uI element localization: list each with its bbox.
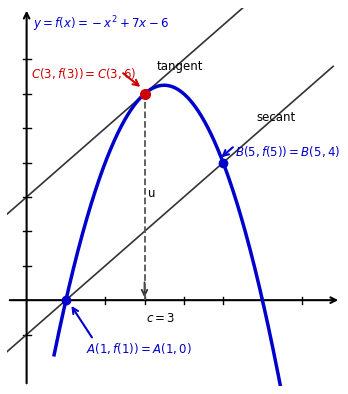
Text: $A(1, f(1)) = A(1,0)$: $A(1, f(1)) = A(1,0)$: [86, 342, 191, 357]
Text: secant: secant: [256, 112, 296, 125]
Text: $y = f(x) = -x^2 + 7x - 6$: $y = f(x) = -x^2 + 7x - 6$: [32, 15, 168, 34]
Text: $C(3, f(3)) = C(3, 6)$: $C(3, f(3)) = C(3, 6)$: [31, 66, 136, 81]
Text: $c = 3$: $c = 3$: [147, 312, 176, 325]
Text: $B(5, f(5)) = B(5,4)$: $B(5, f(5)) = B(5,4)$: [235, 144, 340, 159]
Text: tangent: tangent: [156, 60, 203, 73]
Text: u: u: [149, 187, 156, 200]
